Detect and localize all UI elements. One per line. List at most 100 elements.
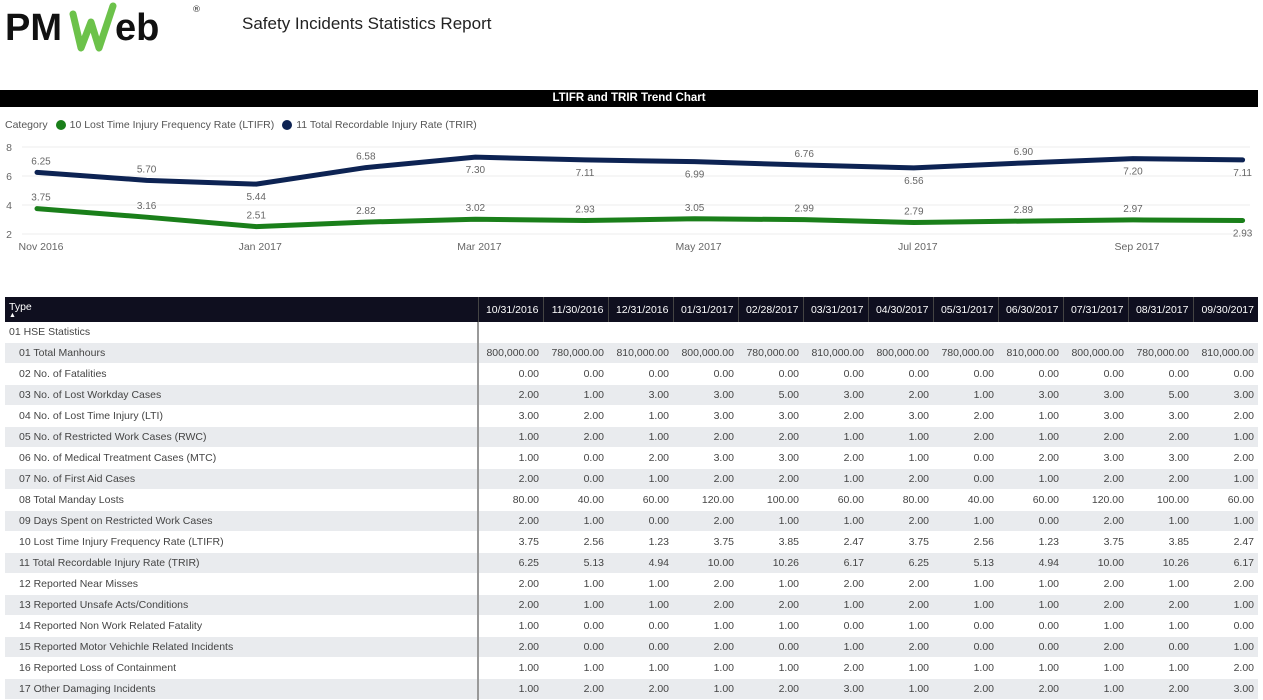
group-label[interactable]: 01 HSE Statistics <box>5 322 479 343</box>
data-label: 2.93 <box>1233 229 1253 240</box>
row-label: 02 No. of Fatalities <box>5 363 479 385</box>
row-label: 09 Days Spent on Restricted Work Cases <box>5 510 479 532</box>
table-cell: 1.00 <box>1193 594 1258 616</box>
y-tick-label: 6 <box>6 171 12 183</box>
chart-legend: Category 10 Lost Time Injury Frequency R… <box>5 119 477 131</box>
table-cell: 1.00 <box>608 405 673 427</box>
table-cell: 10.00 <box>1063 552 1128 574</box>
table-cell: 0.00 <box>673 363 738 385</box>
table-cell: 1.00 <box>803 594 868 616</box>
table-cell: 3.00 <box>673 405 738 427</box>
data-point <box>1132 157 1134 160</box>
table-cell: 0.00 <box>1193 615 1258 637</box>
row-label: 17 Other Damaging Incidents <box>5 678 479 700</box>
data-label: 6.58 <box>356 152 376 163</box>
column-header-date[interactable]: 05/31/2017 <box>932 297 998 322</box>
table-cell: 2.00 <box>478 468 543 490</box>
table-cell: 2.00 <box>478 384 543 406</box>
table-cell: 2.00 <box>543 405 608 427</box>
table-cell: 3.00 <box>1193 678 1258 700</box>
y-tick-label: 2 <box>6 229 12 241</box>
row-label: 05 No. of Restricted Work Cases (RWC) <box>5 426 479 448</box>
table-cell: 3.00 <box>1063 384 1128 406</box>
table-cell: 2.00 <box>1063 573 1128 595</box>
table-row: 15 Reported Motor Vehichle Related Incid… <box>5 636 1258 658</box>
table-cell: 2.00 <box>933 426 998 448</box>
table-cell: 2.00 <box>803 573 868 595</box>
table-cell: 1.00 <box>933 384 998 406</box>
table-cell: 1.00 <box>1063 615 1128 637</box>
table-cell: 2.00 <box>803 405 868 427</box>
data-point <box>1132 218 1134 221</box>
column-header-date[interactable]: 11/30/2016 <box>542 297 608 322</box>
column-header-date[interactable]: 10/31/2016 <box>477 297 543 322</box>
table-cell: 3.00 <box>868 405 933 427</box>
report-title: Safety Incidents Statistics Report <box>242 14 492 33</box>
table-cell: 2.00 <box>998 447 1063 469</box>
table-cell: 80.00 <box>868 489 933 511</box>
data-label: 2.97 <box>1123 204 1143 215</box>
table-row: 09 Days Spent on Restricted Work Cases 2.… <box>5 510 1258 532</box>
table-cell: 2.00 <box>478 636 543 658</box>
table-cell: 40.00 <box>543 489 608 511</box>
column-header-date[interactable]: 08/31/2017 <box>1127 297 1193 322</box>
legend-item-trir[interactable]: 11 Total Recordable Injury Rate (TRIR) <box>296 119 477 131</box>
column-header-type[interactable]: Type ▲ <box>5 297 478 322</box>
row-label: 13 Reported Unsafe Acts/Conditions <box>5 594 479 616</box>
table-cell: 2.00 <box>1128 594 1193 616</box>
svg-text:®: ® <box>192 5 201 15</box>
table-cell: 1.00 <box>543 510 608 532</box>
table-cell: 3.00 <box>1063 447 1128 469</box>
table-cell: 2.00 <box>1193 447 1258 469</box>
data-point <box>1022 161 1025 164</box>
table-cell: 0.00 <box>1128 636 1193 658</box>
table-cell: 3.00 <box>1193 384 1258 406</box>
column-header-date[interactable]: 04/30/2017 <box>867 297 933 322</box>
table-cell: 3.75 <box>673 531 738 553</box>
table-cell: 1.00 <box>803 510 868 532</box>
table-cell: 100.00 <box>738 489 803 511</box>
data-point <box>912 221 915 224</box>
column-header-date[interactable]: 06/30/2017 <box>997 297 1063 322</box>
y-tick-label: 4 <box>6 200 12 212</box>
table-cell: 1.00 <box>478 615 543 637</box>
table-cell: 1.00 <box>868 678 933 700</box>
table-cell: 2.00 <box>998 678 1063 700</box>
table-cell: 2.00 <box>868 594 933 616</box>
data-label: 6.99 <box>685 170 705 181</box>
table-cell: 1.00 <box>543 657 608 679</box>
legend-item-ltifr[interactable]: 10 Lost Time Injury Frequency Rate (LTIF… <box>69 119 275 131</box>
table-cell: 2.47 <box>1193 531 1258 553</box>
table-cell: 3.00 <box>738 405 803 427</box>
table-cell: 1.00 <box>738 510 803 532</box>
table-cell: 0.00 <box>543 447 608 469</box>
column-header-date[interactable]: 09/30/2017 <box>1192 297 1258 322</box>
table-cell: 2.00 <box>868 636 933 658</box>
table-cell: 3.75 <box>478 531 543 553</box>
table-cell: 0.00 <box>608 636 673 658</box>
data-label: 3.16 <box>137 201 157 212</box>
data-label: 7.11 <box>1233 168 1252 179</box>
column-header-date[interactable]: 03/31/2017 <box>802 297 868 322</box>
table-cell: 0.00 <box>868 363 933 385</box>
table-cell: 1.00 <box>608 426 673 448</box>
table-cell: 3.75 <box>1063 531 1128 553</box>
column-header-date[interactable]: 02/28/2017 <box>737 297 803 322</box>
table-cell: 2.00 <box>673 426 738 448</box>
legend-dot-trir <box>282 120 293 130</box>
table-cell: 60.00 <box>998 489 1063 511</box>
table-cell: 3.85 <box>1128 531 1193 553</box>
column-header-date[interactable]: 07/31/2017 <box>1062 297 1128 322</box>
x-tick-label: Nov 2016 <box>19 241 64 253</box>
table-cell: 3.00 <box>673 384 738 406</box>
table-cell: 5.00 <box>738 384 803 406</box>
table-cell: 10.26 <box>1128 552 1193 574</box>
column-header-date[interactable]: 12/31/2016 <box>607 297 673 322</box>
column-header-date[interactable]: 01/31/2017 <box>672 297 738 322</box>
table-cell: 1.23 <box>608 531 673 553</box>
table-cell: 3.00 <box>803 384 868 406</box>
table-cell: 1.00 <box>933 594 998 616</box>
table-cell: 2.00 <box>738 594 803 616</box>
table-cell: 5.13 <box>933 552 998 574</box>
table-cell: 2.47 <box>803 531 868 553</box>
